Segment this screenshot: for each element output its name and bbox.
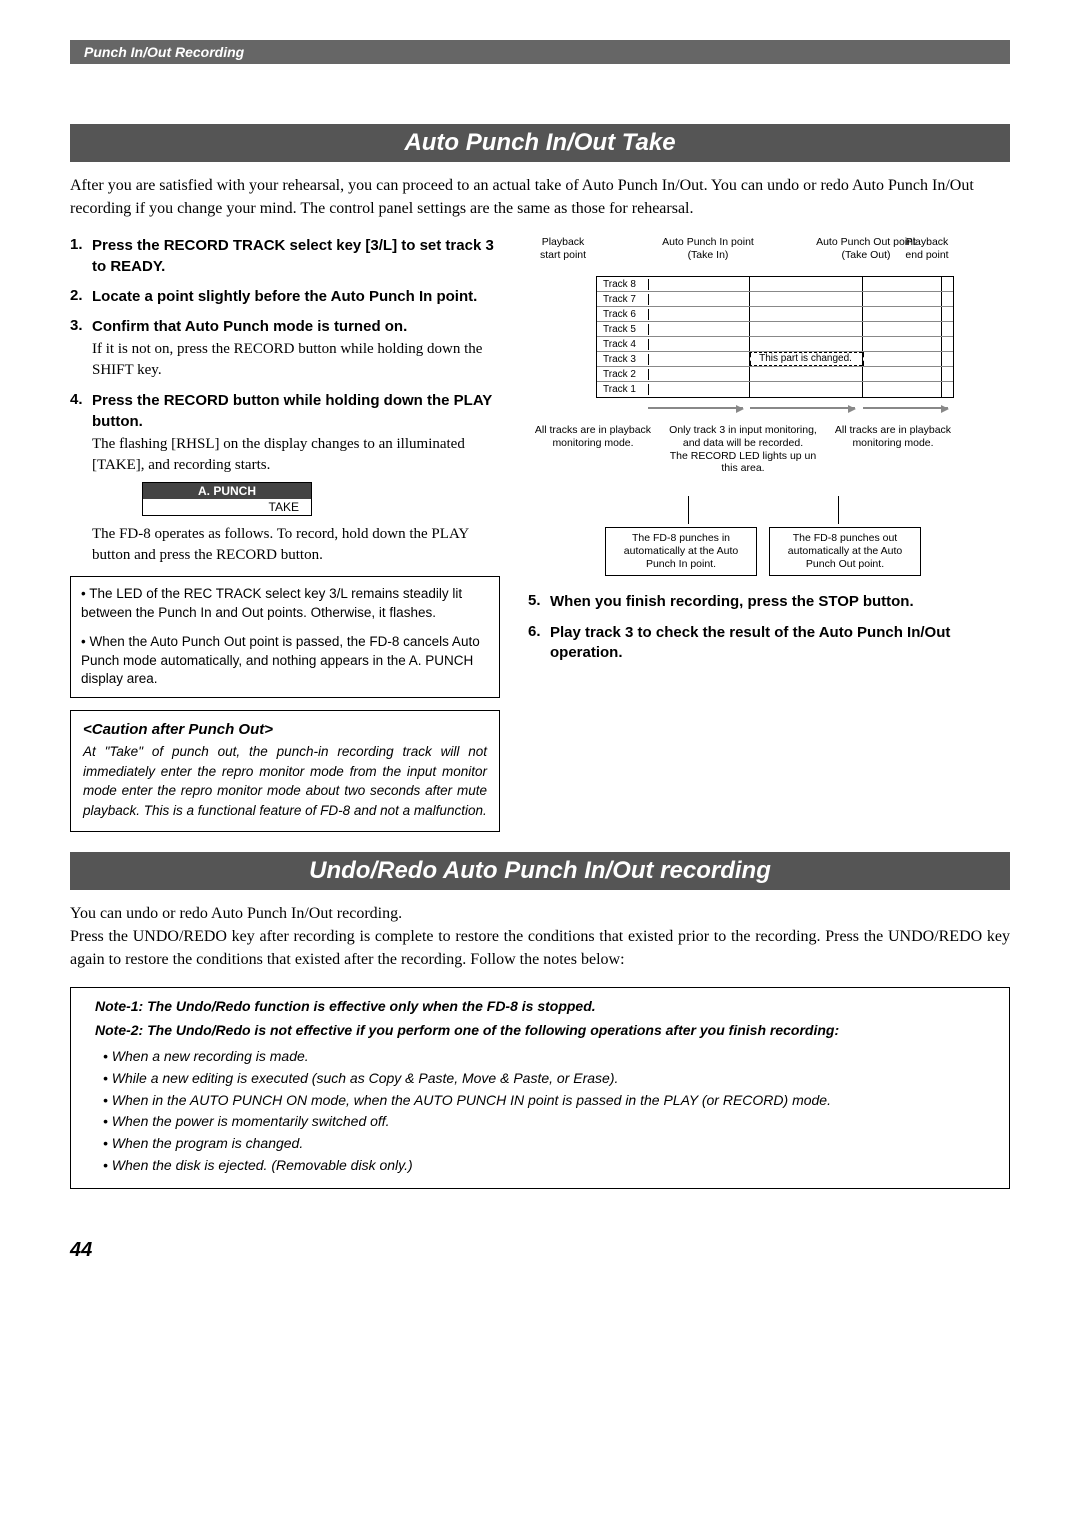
track-area [649, 277, 953, 291]
page-header-bar: Punch In/Out Recording [70, 40, 1010, 64]
track-row: Track 8 [597, 277, 953, 292]
arrow-1 [648, 407, 743, 409]
section-auto-punch-take-title: Auto Punch In/Out Take [70, 124, 1010, 162]
track-area [649, 322, 953, 336]
step-3: Confirm that Auto Punch mode is turned o… [70, 317, 500, 381]
punch-diagram: Playbackstart point Auto Punch In point(… [528, 236, 958, 576]
info-p1: • The LED of the REC TRACK select key 3/… [81, 585, 489, 623]
step-1-head: Press the RECORD TRACK select key [3/L] … [92, 236, 500, 277]
track-name: Track 4 [597, 339, 649, 350]
track-name: Track 5 [597, 324, 649, 335]
notes-bullet: While a new editing is executed (such as… [103, 1068, 985, 1090]
display-head: A. PUNCH [143, 483, 311, 499]
callout-punch-in: The FD-8 punches in automatically at the… [605, 527, 757, 576]
track-row: Track 6 [597, 307, 953, 322]
callout-line-right [838, 496, 839, 524]
steps-list-left: Press the RECORD TRACK select key [3/L] … [70, 236, 500, 566]
section2-intro: You can undo or redo Auto Punch In/Out r… [70, 902, 1010, 972]
arrow-2 [750, 407, 855, 409]
info-p2: • When the Auto Punch Out point is passe… [81, 633, 489, 690]
track-row: Track 5 [597, 322, 953, 337]
section1-intro: After you are satisfied with your rehear… [70, 174, 1010, 220]
track-area [649, 292, 953, 306]
track-area [649, 367, 953, 381]
caution-title: <Caution after Punch Out> [83, 721, 487, 738]
note-row: All tracks are in playback monitoring mo… [528, 424, 958, 474]
display-value: TAKE [143, 499, 311, 515]
note-1: Note-1: The Undo/Redo function is effect… [95, 998, 985, 1014]
track-area [649, 382, 953, 397]
info-box: • The LED of the REC TRACK select key 3/… [70, 576, 500, 698]
track-name: Track 8 [597, 279, 649, 290]
steps-list-right: When you finish recording, press the STO… [528, 592, 1010, 663]
track-name: Track 6 [597, 309, 649, 320]
note-2: Note-2: The Undo/Redo is not effective i… [95, 1022, 985, 1038]
step-4-body: The flashing [RHSL] on the display chang… [92, 434, 500, 476]
two-column-layout: Press the RECORD TRACK select key [3/L] … [70, 236, 1010, 831]
caution-body: At "Take" of punch out, the punch-in rec… [83, 742, 487, 820]
track-row: Track 3This part is changed. [597, 352, 953, 367]
label-punch-in: Auto Punch In point(Take In) [638, 236, 778, 261]
callout-line-left [688, 496, 689, 524]
notes-bullet: When the disk is ejected. (Removable dis… [103, 1155, 985, 1177]
track-name: Track 7 [597, 294, 649, 305]
track-name: Track 1 [597, 384, 649, 395]
track-grid: Track 8 Track 7 Track 6 Track 5 Track 4 Track… [596, 276, 954, 398]
track-area: This part is changed. [649, 352, 953, 366]
arrow-3 [863, 407, 948, 409]
label-playback-end: Playbackend point [892, 236, 962, 261]
notes-bullet: When in the AUTO PUNCH ON mode, when the… [103, 1090, 985, 1112]
step-4-head: Press the RECORD button while holding do… [92, 391, 500, 432]
track-name: Track 2 [597, 369, 649, 380]
step-3-body: If it is not on, press the RECORD button… [92, 339, 500, 381]
left-column: Press the RECORD TRACK select key [3/L] … [70, 236, 500, 831]
track-row: Track 4 [597, 337, 953, 352]
notes-bullets: When a new recording is made.While a new… [95, 1046, 985, 1176]
notes-bullet: When a new recording is made. [103, 1046, 985, 1068]
track-area [649, 337, 953, 351]
callout-punch-out: The FD-8 punches out automatically at th… [769, 527, 921, 576]
note-mid: Only track 3 in input monitoring, and da… [658, 424, 828, 474]
track-area [649, 307, 953, 321]
notes-box: Note-1: The Undo/Redo function is effect… [70, 987, 1010, 1189]
arrow-row [648, 401, 954, 417]
step-2-head: Locate a point slightly before the Auto … [92, 287, 500, 307]
track-row: Track 7 [597, 292, 953, 307]
right-column: Playbackstart point Auto Punch In point(… [528, 236, 1010, 673]
page-header-title: Punch In/Out Recording [84, 44, 244, 60]
caution-box: <Caution after Punch Out> At "Take" of p… [70, 710, 500, 831]
note-left: All tracks are in playback monitoring mo… [528, 424, 658, 474]
after-step4-text: The FD-8 operates as follows. To record,… [92, 524, 500, 566]
track-row: Track 1 [597, 382, 953, 397]
step-2: Locate a point slightly before the Auto … [70, 287, 500, 307]
notes-bullet: When the program is changed. [103, 1133, 985, 1155]
track-row: Track 2 [597, 367, 953, 382]
step-6-head: Play track 3 to check the result of the … [550, 623, 1010, 664]
step-1: Press the RECORD TRACK select key [3/L] … [70, 236, 500, 277]
label-playback-start: Playbackstart point [524, 236, 602, 261]
step-5-head: When you finish recording, press the STO… [550, 592, 1010, 612]
step-5: When you finish recording, press the STO… [528, 592, 1010, 612]
track-name: Track 3 [597, 354, 649, 365]
callout-row: The FD-8 punches in automatically at the… [605, 527, 921, 576]
note-right: All tracks are in playback monitoring mo… [828, 424, 958, 474]
page-number: 44 [70, 1239, 1010, 1262]
step-3-head: Confirm that Auto Punch mode is turned o… [92, 317, 500, 337]
notes-bullet: When the power is momentarily switched o… [103, 1111, 985, 1133]
step-4: Press the RECORD button while holding do… [70, 391, 500, 566]
display-a-punch: A. PUNCH TAKE [142, 482, 312, 516]
section-undoredo-title: Undo/Redo Auto Punch In/Out recording [70, 852, 1010, 890]
step-6: Play track 3 to check the result of the … [528, 623, 1010, 664]
